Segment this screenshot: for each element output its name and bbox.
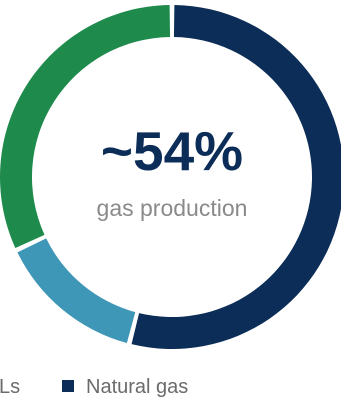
legend-swatch-natural-gas (62, 380, 74, 392)
legend-label-natural-gas: Natural gas (86, 376, 188, 398)
legend-label-ngls: Ls (0, 376, 20, 398)
donut-slices (0, 5, 341, 349)
slice-natural-gas (131, 5, 341, 349)
slice-ngls (17, 238, 136, 343)
legend: Ls Natural gas (0, 376, 188, 398)
slice-oil (0, 5, 171, 249)
center-value-label: ~54% (101, 120, 243, 182)
center-caption-label: gas production (97, 195, 248, 221)
